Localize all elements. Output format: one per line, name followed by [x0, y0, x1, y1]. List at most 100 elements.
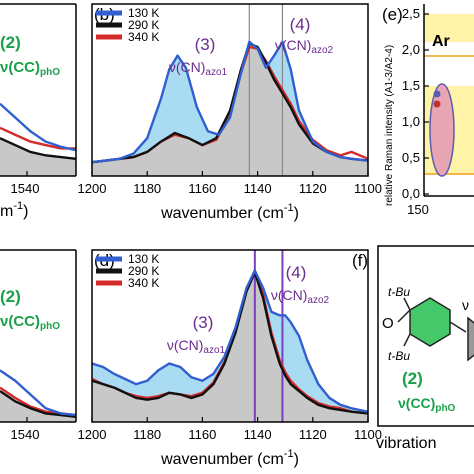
panel-b-xlabel-text: wavenumber (cm [160, 205, 284, 222]
panel-f-bottom-text: vibration [376, 435, 436, 452]
panel-c-vib-sub: phO [40, 321, 60, 332]
panel-f-oxygen: O [382, 315, 394, 332]
panel-b-xtick-label: 1100 [354, 181, 382, 196]
panel-b-frame [91, 3, 369, 177]
panel-f-vib-sub: phO [435, 403, 455, 414]
panel-f-vib-text: ν(CC) [398, 395, 435, 411]
panel-f-partial-vib: ν [462, 297, 469, 313]
panel-f-label: (f) [352, 251, 368, 270]
panel-f-tbu-top: t-Bu [388, 285, 410, 299]
panel-b-xlabel: wavenumber (cm-1) [160, 202, 299, 222]
panel-e-ytick-label: 1,5 [402, 78, 420, 93]
panel-b-xlabel-end: ) [294, 205, 299, 222]
panel-a-series-130k [0, 102, 76, 152]
panel-d-xlabel-end: ) [294, 451, 299, 468]
panel-d-peak4-label: (4) [286, 263, 307, 282]
panel-d-xtick-label: 1120 [299, 427, 327, 442]
panel-b-xtick-label: 1160 [188, 181, 216, 196]
panel-d-legend-label: 290 K [128, 264, 159, 278]
panel-c-series-130k [0, 369, 76, 417]
panel-a-vib-sub: phO [40, 67, 60, 78]
panel-f-tbu-bond [403, 297, 411, 311]
panel-e-ytick-label: 2,0 [402, 42, 420, 57]
panel-b-peak4-label: (4) [290, 15, 311, 34]
panel-b-peak3-label: (3) [195, 35, 216, 54]
panel-d-fill-290k [92, 272, 368, 422]
panel-d-peak4-vib: ν(CN)azo2 [271, 287, 330, 306]
panel-e-ytick-label: 0,5 [402, 150, 420, 165]
panel-d-series-130k [92, 269, 368, 413]
panel-f-peak-label: (2) [402, 369, 423, 388]
panel-e-ytick-label: 2,5 [402, 6, 420, 21]
panel-d-xtick-label: 1200 [78, 427, 107, 442]
panel-c-vib-label: ν(CC)phO [0, 313, 60, 332]
panel-f: (f) t-Bu O t-Bu ν (2) ν(CC)phO vibration [352, 245, 474, 452]
panel-a-xlabel-text: m [0, 203, 13, 220]
panel-c-vib-text: ν(CC) [0, 313, 40, 330]
panel-b-peak4-vib: ν(CN)azo2 [275, 37, 334, 56]
panel-d-frame [91, 249, 369, 423]
panel-d-xlabel-sup: -1 [284, 448, 294, 460]
panel-d-peak4-vib-sub: azo2 [307, 295, 329, 306]
panel-b-peak3-vib-sub: azo1 [205, 67, 227, 78]
panel-d-peak3-vib-sub: azo1 [203, 345, 225, 356]
panel-a-series-290k [0, 137, 76, 160]
panel-d-xtick-label: 1160 [188, 427, 216, 442]
panel-f-gray-ring [467, 316, 474, 362]
panel-f-frame [377, 245, 474, 427]
panel-e-label: (e) [382, 5, 403, 24]
panel-b-peak3-vib: ν(CN)azo1 [169, 59, 228, 78]
panel-d-xlabel-text: wavenumber (cm [160, 451, 284, 468]
panel-d-legend-label: 130 K [128, 252, 159, 266]
panel-d-legend-label: 340 K [128, 276, 159, 290]
panel-b-peak4-vib-text: ν(CN) [275, 37, 312, 53]
panel-a-tick-label: 1540 [11, 181, 40, 196]
panel-a-xlabel: m-1) [0, 200, 28, 220]
panel-d-peak3-label: (3) [193, 313, 214, 332]
panel-e-ellipse [429, 83, 455, 177]
panel-e-xtick: 150 [407, 202, 429, 217]
panel-f-bond [449, 321, 467, 333]
panel-b-legend-label: 290 K [128, 18, 159, 32]
panel-b-peak4-vib-sub: azo2 [311, 45, 333, 56]
panel-b-series-130k [92, 40, 368, 164]
panel-a: 1540 m-1) (2) ν(CC)phO [0, 3, 77, 220]
panel-e-ytick-label: 0,0 [402, 186, 420, 201]
panel-c-fill [0, 391, 76, 422]
panel-d-peak3-vib-text: ν(CN) [167, 337, 204, 353]
panel-c-tick-label: 1540 [11, 427, 40, 442]
panel-f-co-bond [397, 309, 411, 323]
panel-c-series-290k [0, 390, 76, 419]
panel-d-xtick-label: 1180 [133, 427, 161, 442]
panel-b-xlabel-sup: -1 [284, 202, 294, 214]
panel-a-xlabel-end: ) [23, 203, 28, 220]
panel-a-vib-text: ν(CC) [0, 59, 40, 76]
panel-e-ylabel: relative Raman intensity (A1-3/A2-4) [384, 45, 395, 206]
panel-e: 2,5 2,0 1,5 1,0 0,5 0,0 Ar (e) 150 relative R… [382, 4, 474, 217]
panel-b-legend-label: 340 K [128, 30, 159, 44]
panel-d-xtick-label: 1100 [354, 427, 382, 442]
panel-f-vib-label: ν(CC)phO [398, 395, 456, 414]
panel-b-xtick-label: 1200 [78, 181, 107, 196]
panel-d-xlabel: wavenumber (cm-1) [160, 448, 299, 468]
panel-d-peak3-vib: ν(CN)azo1 [167, 337, 226, 356]
panel-b-xtick-label: 1120 [299, 181, 327, 196]
panel-d-xtick-label: 1140 [244, 427, 272, 442]
panel-d-peak4-vib-text: ν(CN) [271, 287, 308, 303]
panel-f-green-ring [409, 297, 451, 347]
panel-e-point [433, 90, 441, 98]
panel-c: 1540 (2) ν(CC)phO [0, 249, 77, 442]
panel-f-tbu-bottom: t-Bu [388, 349, 410, 363]
panel-b-legend-label: 130 K [128, 6, 159, 20]
panel-e-box-text: Ar [432, 33, 450, 50]
panel-c-peak-label: (2) [0, 287, 21, 306]
panel-b-xtick-label: 1140 [244, 181, 272, 196]
panel-a-vib-label: ν(CC)phO [0, 59, 60, 78]
panel-b-xtick-label: 1180 [133, 181, 161, 196]
panel-e-yellow-top [424, 14, 474, 42]
panel-a-peak-label: (2) [0, 33, 21, 52]
panel-e-point [433, 100, 441, 108]
